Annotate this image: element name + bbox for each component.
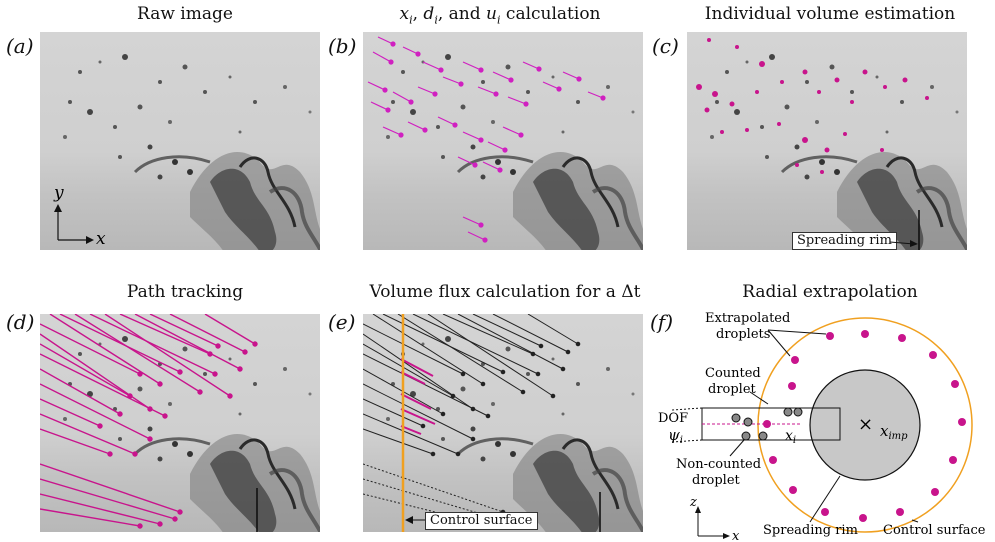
f-spreading-rim-disk — [809, 369, 921, 481]
b-title-i1: i — [409, 13, 413, 27]
e-control-surface-label: Control surface — [425, 512, 538, 530]
f-extrapolated-label-2: droplets — [716, 327, 770, 342]
f-xi-label: xi — [785, 428, 796, 446]
f-control-surface-label: Control surface — [883, 523, 986, 538]
f-ximp-label: ximp — [880, 422, 908, 442]
panel-b-label: (b) — [328, 34, 357, 58]
b-title-d: d — [423, 4, 435, 24]
b-title-c1: , — [412, 4, 424, 24]
f-counted-label-1: Counted — [705, 366, 761, 381]
c-rim-arrow — [890, 240, 918, 247]
panel-b-title: xi, di, and ui calculation — [355, 4, 645, 26]
f-noncounted-label-1: Non-counted — [676, 457, 761, 472]
c-spreading-rim-label: Spreading rim — [792, 232, 897, 250]
c-droplet-markers — [687, 32, 967, 250]
panel-a-title: Raw image — [137, 4, 233, 24]
f-dof-label: DOF — [658, 411, 688, 426]
panel-e-label: (e) — [328, 310, 356, 334]
panel-d-label: (d) — [6, 310, 35, 334]
f-ximp-marker: × — [858, 414, 873, 435]
panel-f-title: Radial extrapolation — [742, 282, 918, 302]
b-title-x: x — [399, 4, 410, 24]
e-control-arrow — [405, 516, 425, 524]
b-title-calc: calculation — [500, 4, 601, 24]
b-title-and: , and — [437, 4, 487, 24]
f-axis-z: z — [689, 495, 697, 510]
a-axis-x: x — [96, 229, 106, 249]
b-title-u: u — [486, 4, 497, 24]
f-counted-label-2: droplet — [708, 382, 757, 397]
f-control-surface-circle — [757, 317, 973, 533]
panel-f-schematic: × ximp xi Extrapolated droplets Counted … — [658, 311, 986, 542]
b-title-i2: i — [434, 13, 438, 27]
d-track-paths — [40, 314, 320, 532]
panel-c-label: (c) — [652, 34, 679, 58]
b-title-i3: i — [496, 13, 501, 27]
f-axis-x: x — [732, 529, 740, 542]
e-flux-paths — [363, 314, 643, 532]
panel-e-image — [363, 314, 643, 532]
f-extrapolated-droplets — [763, 330, 966, 522]
panel-a-axes: y x — [53, 183, 106, 249]
f-spreading-rim-label: Spreading rim — [763, 523, 858, 538]
panel-c-image — [687, 32, 967, 250]
f-psi-label: ψi — [668, 426, 683, 446]
b-velocity-vectors — [363, 32, 643, 250]
panel-f-label: (f) — [650, 310, 674, 334]
panel-d-title: Path tracking — [126, 282, 244, 302]
a-axis-y: y — [53, 183, 64, 203]
panel-b-image — [363, 32, 643, 250]
f-extrapolated-label-1: Extrapolated — [705, 311, 790, 326]
f-noncounted-label-2: droplet — [692, 473, 741, 488]
panel-e-title: Volume flux calculation for a Δt — [369, 282, 641, 302]
panel-a-image — [40, 32, 320, 250]
panel-d-image — [40, 314, 320, 532]
panel-a-label: (a) — [6, 34, 34, 58]
panel-c-title: Individual volume estimation — [704, 4, 956, 24]
